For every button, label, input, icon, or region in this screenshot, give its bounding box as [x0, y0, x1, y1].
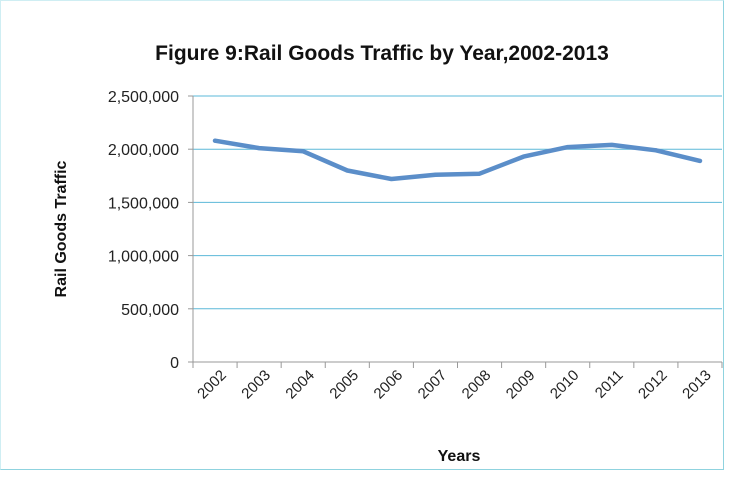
x-tick-label: 2003	[238, 367, 274, 403]
y-tick-label: 1,500,000	[108, 195, 179, 212]
y-tick-label: 500,000	[121, 302, 179, 319]
data-point	[433, 172, 438, 177]
x-tick-label: 2002	[194, 367, 230, 403]
x-tick-label: 2012	[635, 367, 671, 403]
x-tick-label: 2010	[547, 367, 583, 403]
chart-title: Figure 9:Rail Goods Traffic by Year,2002…	[155, 42, 609, 65]
x-tick-label: 2008	[459, 367, 495, 403]
data-point	[345, 168, 350, 173]
y-axis-title: Rail Goods Traffic	[53, 160, 70, 297]
x-tick-label: 2009	[503, 367, 539, 403]
y-tick-label: 2,000,000	[108, 142, 179, 159]
x-axis-title: Years	[438, 448, 481, 465]
y-tick-label: 2,500,000	[108, 89, 179, 106]
y-tick-labels: 0 500,000 1,000,000 1,500,000 2,000,000 2,500…	[108, 89, 179, 372]
axes	[192, 96, 723, 368]
x-tick-label: 2007	[415, 367, 451, 403]
y-tick-label: 1,000,000	[108, 249, 179, 266]
series-group	[212, 138, 703, 182]
data-point	[653, 148, 658, 153]
data-point	[521, 154, 526, 159]
data-point	[257, 146, 262, 151]
data-point	[697, 158, 702, 163]
x-tick-label: 2005	[326, 367, 362, 403]
data-point	[301, 149, 306, 154]
x-tick-label: 2006	[371, 367, 407, 403]
gridlines	[188, 95, 722, 363]
x-tick-label: 2011	[592, 367, 627, 402]
data-point	[213, 138, 218, 143]
x-tick-label: 2013	[679, 367, 715, 403]
data-point	[477, 171, 482, 176]
x-tick-labels: 2002 2003 2004 2005 2006 2007 2008 2009 2010 2011…	[194, 367, 715, 403]
chart-frame	[0, 0, 724, 470]
y-tick-label: 0	[170, 355, 179, 372]
series-line	[212, 138, 703, 182]
x-tick-label: 2004	[282, 367, 318, 403]
data-point	[609, 142, 614, 147]
data-point	[389, 176, 394, 181]
data-point	[565, 145, 570, 150]
